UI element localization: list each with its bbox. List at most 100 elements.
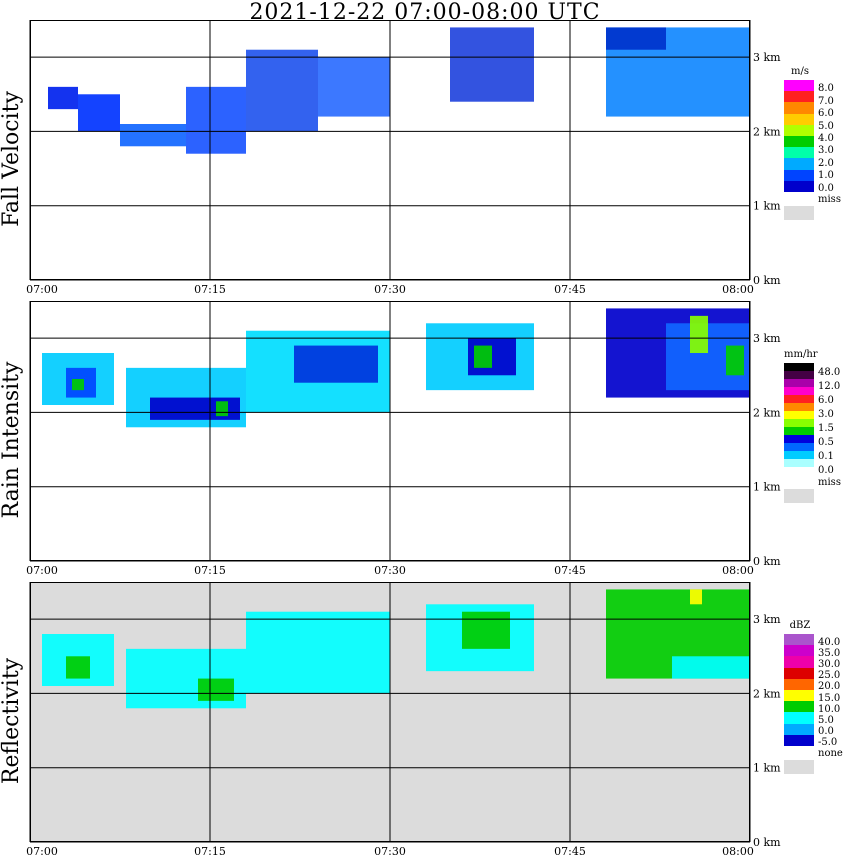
legend-swatch: [784, 701, 814, 713]
echo-region-2: [120, 124, 186, 147]
legend-level-label: 5.0: [818, 120, 834, 132]
legend-level-label: 25.0: [818, 670, 841, 682]
legend-swatch: [784, 411, 814, 420]
legend-swatch: [784, 102, 814, 115]
legend-swatch: [784, 435, 814, 444]
legend-level-label: 35.0: [818, 647, 841, 659]
legend-swatch: [784, 723, 814, 736]
legend-swatch: [784, 690, 814, 702]
echo-region-13: [690, 315, 708, 353]
legend-swatch: [784, 80, 814, 92]
legend-level-label: 40.0: [818, 636, 841, 648]
echo-region-4: [246, 49, 318, 132]
panel-title-reflectivity: Reflectivity: [0, 657, 24, 785]
legend-swatch: [784, 459, 814, 468]
plot-frame: [30, 20, 750, 280]
echo-region-6: [450, 27, 534, 102]
legend-level-label: 5.0: [818, 715, 834, 726]
legend-level-label: 0.1: [818, 451, 834, 462]
echo-region-0: [48, 86, 78, 110]
y-tick-label: 3 km: [753, 51, 781, 64]
x-tick-label: 08:00: [722, 283, 754, 296]
legend-level-label: 20.0: [818, 681, 841, 693]
legend-level-label: 6.0: [818, 395, 834, 406]
echo-region-14: [726, 345, 744, 376]
y-tick-label: 2 km: [753, 406, 781, 419]
legend-swatch: [784, 363, 814, 372]
y-tick-label: 0 km: [753, 555, 781, 568]
y-tick-label: 2 km: [753, 687, 781, 700]
legend-level-label: 15.0: [818, 692, 841, 704]
legend-reflectivity: dBZ 40.0 35.0 30.0 25.0 20.0 15.0 10.0 5.0 0.0 -5.…: [784, 620, 844, 832]
legend-level-label: 3.0: [818, 145, 834, 157]
panel-title-fall-velocity: Fall Velocity: [0, 91, 24, 227]
legend-swatch: [784, 387, 814, 396]
legend-missing-swatch: [784, 206, 814, 220]
echo-region-1: [78, 94, 120, 132]
legend-swatch: [784, 443, 814, 452]
legend-swatch: [784, 395, 814, 404]
x-tick-label: 07:00: [26, 564, 58, 577]
x-tick-label: 07:45: [554, 564, 586, 577]
legend-level-label: 1.0: [818, 170, 834, 182]
panel-rain-intensity: Rain Intensity 07:00 07:15 07:30 07:45 08:00…: [0, 301, 850, 581]
legend-swatch: [784, 667, 814, 680]
echo-region-3: [198, 678, 234, 701]
legend-swatch: [784, 427, 814, 436]
legend-level-label: 30.0: [818, 659, 841, 670]
plot-rain-intensity: 07:00 07:15 07:30 07:45 08:000 km 1 km 2 km 3 k…: [26, 301, 781, 577]
x-tick-label: 07:30: [374, 564, 406, 577]
legend-level-label: 48.0: [818, 367, 841, 378]
legend-level-label: 4.0: [818, 133, 834, 144]
echo-region-5: [294, 345, 378, 383]
legend-level-label: 3.0: [818, 409, 834, 420]
y-tick-label: 1 km: [753, 762, 781, 775]
legend-level-label: 12.0: [818, 381, 841, 392]
x-tick-label: 07:15: [194, 564, 226, 577]
y-tick-label: 0 km: [753, 836, 781, 849]
legend-rain-intensity: mm/hr 48.0 12.0 6.0 3.0 1.5 0.5 0.1 0.0 miss: [784, 349, 844, 561]
legend-swatch: [784, 451, 814, 460]
plot-reflectivity: 07:00 07:15 07:30 07:45 08:000 km 1 km 2 km 3 k…: [26, 582, 781, 858]
y-tick-label: 3 km: [753, 613, 781, 626]
legend-swatch: [784, 147, 814, 159]
legend-level-label: 2.0: [818, 157, 834, 169]
echo-region-4: [246, 611, 390, 694]
legend-level-label: 1.5: [818, 423, 834, 434]
echo-region-11: [216, 401, 228, 417]
echo-region-12: [474, 345, 492, 368]
plot-fall-velocity: 07:00 07:15 07:30 07:45 08:000 km 1 km 2 km 3 k…: [26, 20, 781, 296]
y-tick-label: 0 km: [753, 274, 781, 287]
legend-swatch: [784, 712, 814, 725]
legend-swatch: [784, 419, 814, 428]
legend-missing-label: miss: [818, 477, 841, 488]
legend-level-label: 0.0: [818, 465, 834, 476]
echo-region-5: [318, 57, 390, 117]
legend-missing-label: none: [818, 748, 843, 759]
legend-swatch: [784, 124, 814, 137]
legend-swatch: [784, 379, 814, 388]
y-tick-label: 3 km: [753, 332, 781, 345]
x-tick-label: 07:00: [26, 845, 58, 858]
legend-fall-velocity: m/s 8.0 7.0 6.0 5.0 4.0 3.0 2.0 1.0 0.0 miss: [784, 66, 844, 268]
legend-swatch: [784, 158, 814, 171]
legend-swatch: [784, 645, 814, 657]
legend-unit: m/s: [791, 66, 809, 77]
legend-level-label: 6.0: [818, 108, 834, 120]
legend-swatch: [784, 136, 814, 148]
legend-swatch: [784, 734, 814, 747]
y-tick-label: 1 km: [753, 481, 781, 494]
panel-title-rain-intensity: Rain Intensity: [0, 361, 24, 519]
x-tick-label: 08:00: [722, 845, 754, 858]
legend-unit: dBZ: [789, 620, 811, 631]
legend-unit: mm/hr: [784, 349, 818, 360]
echo-region-10: [72, 379, 84, 391]
x-tick-label: 07:30: [374, 845, 406, 858]
legend-swatch: [784, 634, 814, 646]
legend-level-label: 8.0: [818, 83, 834, 95]
plot-frame: [30, 582, 750, 842]
echo-region-6: [462, 611, 510, 649]
plot-frame: [30, 301, 750, 561]
x-tick-label: 07:15: [194, 845, 226, 858]
legend-level-label: 7.0: [818, 95, 834, 107]
